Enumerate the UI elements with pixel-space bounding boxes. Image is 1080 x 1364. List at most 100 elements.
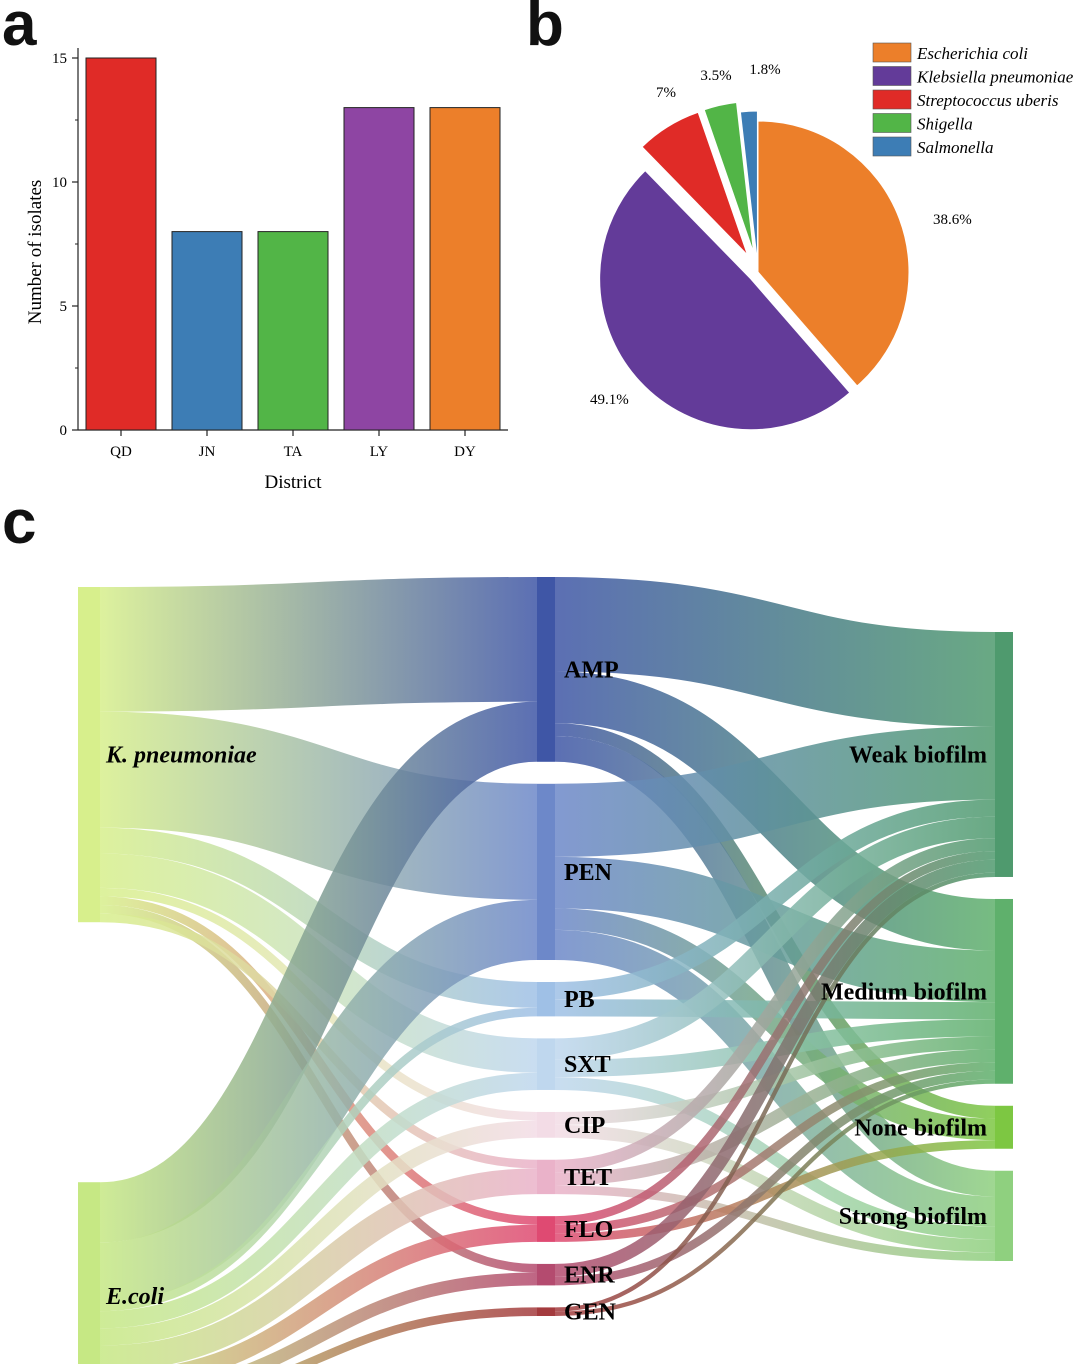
legend-swatch-klebsiella-pneumoniae <box>872 66 912 86</box>
pie-slice-klebsiella-pneumoniae <box>599 169 851 431</box>
sankey-node-none <box>995 1105 1013 1149</box>
legend-entry: Salmonella <box>917 138 994 157</box>
sankey-link-sxt-strong <box>554 1077 996 1240</box>
sankey-link-tet-weak <box>554 838 996 1173</box>
sankey-link-flo-none <box>554 1140 996 1242</box>
sankey-label-flo: FLO <box>564 1217 613 1243</box>
bar-ta <box>257 231 329 431</box>
sankey-label-pb: PB <box>564 987 595 1013</box>
sankey-link-ec-gen <box>294 1307 538 1364</box>
pie-slice-streptococcus-uberis <box>641 111 748 256</box>
sankey-node-weak <box>995 632 1013 877</box>
pie-chart-species-share: 38.6% 49.1% 7% 3.5% 1.8% Escherichia coli Kleb… <box>590 42 1074 431</box>
sankey-node-enr <box>537 1263 555 1286</box>
y-tick-label: 5 <box>60 299 68 315</box>
x-tick-label: TA <box>284 444 303 460</box>
bar-ly <box>343 107 415 431</box>
sankey-node-amp <box>537 577 555 762</box>
sankey-link-ec-sxt <box>99 1072 538 1329</box>
pie-label: 3.5% <box>700 68 731 84</box>
sankey-link-gen-weak <box>554 872 996 1312</box>
x-tick-label: LY <box>370 444 389 460</box>
sankey-label-none: None biofilm <box>854 1115 987 1141</box>
bar-chart-isolates-by-district: 0 5 10 15 QD JN TA LY DY District Number of isolat… <box>25 48 508 493</box>
panel-a-label: a <box>2 0 37 59</box>
sankey-link-ec-flo <box>176 1224 538 1364</box>
sankey-link-pb-weak <box>554 799 996 1000</box>
sankey-label-amp: AMP <box>564 657 619 683</box>
sankey-node-sxt <box>537 1038 555 1090</box>
bar-qd <box>85 57 157 431</box>
sankey-node-tet <box>537 1159 555 1195</box>
x-tick-label: DY <box>454 444 476 460</box>
sankey-label-gen: GEN <box>564 1300 617 1326</box>
pie-slice-escherichia-coli <box>757 120 910 387</box>
sankey-link-enr-weak <box>554 859 996 1277</box>
x-tick-label: QD <box>110 444 132 460</box>
legend-swatch-escherichia-coli <box>872 42 912 63</box>
sankey-node-cip <box>537 1111 555 1138</box>
sankey-link-ec-enr <box>246 1272 538 1364</box>
sankey-node-flo <box>537 1216 555 1242</box>
sankey-link-pen-none <box>554 908 996 1141</box>
sankey-label-medium: Medium biofilm <box>821 979 987 1005</box>
y-tick-label: 15 <box>52 51 67 67</box>
bar-jn <box>171 231 243 431</box>
legend-entry: Klebsiella pneumoniae <box>916 68 1074 87</box>
legend-swatch-streptococcus-uberis <box>872 89 912 110</box>
sankey-link-enr-medium <box>554 1070 996 1286</box>
pie-label: 7% <box>656 85 676 101</box>
sankey-label-sxt: SXT <box>564 1052 611 1078</box>
sankey-link-flo-weak <box>554 851 996 1225</box>
sankey-node-medium <box>995 898 1013 1084</box>
legend-swatch-shigella <box>872 113 912 133</box>
bar-dy <box>429 107 501 431</box>
sankey-label-tet: TET <box>564 1165 612 1191</box>
legend-entry: Streptococcus uberis <box>917 91 1059 110</box>
sankey-link-kp-pen <box>99 711 538 900</box>
sankey-node-gen <box>537 1307 555 1316</box>
sankey-label-enr: ENR <box>564 1263 615 1289</box>
y-tick-label: 0 <box>60 423 68 439</box>
sankey-link-ec-pb <box>99 1007 538 1312</box>
pie-label: 1.8% <box>749 62 780 78</box>
sankey-label-strong: Strong biofilm <box>839 1204 987 1230</box>
sankey-label-weak: Weak biofilm <box>849 742 987 768</box>
sankey-link-sxt-weak <box>554 816 996 1060</box>
sankey-link-flo-medium <box>554 1062 996 1234</box>
x-axis-title: District <box>265 472 323 493</box>
sankey-link-tet-medium <box>554 1049 996 1186</box>
pie-slice-shigella <box>703 101 755 253</box>
sankey-link-amp-strong <box>554 736 996 1197</box>
y-axis-title: Number of isolates <box>25 180 46 325</box>
sankey-link-pen-weak <box>554 726 996 857</box>
sankey-node-strong <box>995 1170 1013 1261</box>
panel-b-label: b <box>526 0 564 59</box>
sankey-label-ec: E.coli <box>105 1284 164 1310</box>
sankey-node-ec <box>78 1182 100 1364</box>
sankey-node-pen <box>537 783 555 961</box>
sankey-link-sxt-medium <box>554 1019 996 1078</box>
pie-label: 38.6% <box>933 212 972 228</box>
legend-entry: Escherichia coli <box>916 44 1028 63</box>
sankey-link-ec-cip <box>99 1120 538 1346</box>
sankey-link-kp-amp <box>99 577 538 712</box>
sankey-link-amp-weak <box>554 577 996 727</box>
x-tick-label: JN <box>199 444 216 460</box>
sankey-label-pen: PEN <box>564 860 613 886</box>
sankey-resistance-biofilm: K. pneumoniae E.coli AMP PEN PB SXT CIP TET FLO E… <box>78 577 1013 1364</box>
sankey-node-pb <box>537 982 555 1017</box>
panel-c-label: c <box>2 488 37 557</box>
sankey-link-ec-amp <box>98 701 539 1243</box>
sankey-link-ec-tet <box>99 1168 538 1364</box>
pie-slice-salmonella <box>739 110 758 263</box>
sankey-link-ec-pen <box>98 899 539 1303</box>
sankey-label-cip: CIP <box>564 1113 605 1139</box>
sankey-link-tet-strong <box>554 1185 996 1261</box>
sankey-link-gen-medium <box>554 1079 996 1316</box>
legend-entry: Shigella <box>917 115 973 134</box>
pie-label: 49.1% <box>590 392 629 408</box>
sankey-node-kp <box>78 587 100 923</box>
sankey-label-kp: K. pneumoniae <box>105 743 257 769</box>
legend-swatch-salmonella <box>872 136 912 157</box>
